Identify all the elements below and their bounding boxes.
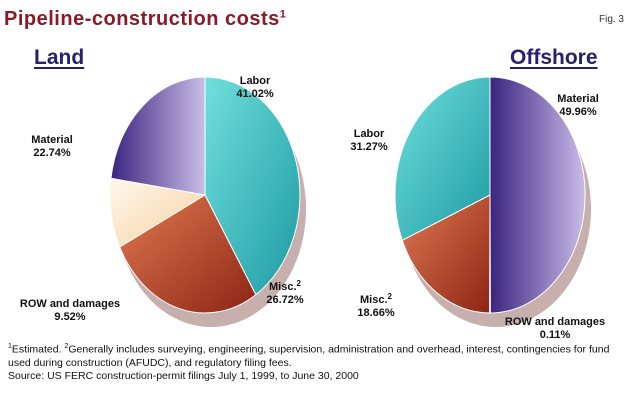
offshore-label-labor: Labor 31.27% xyxy=(350,128,388,153)
offshore-slice-material xyxy=(489,76,586,314)
land-slice-material xyxy=(110,76,206,196)
land-label-misc: Misc.2 26.72% xyxy=(266,279,304,306)
land-label-row: ROW and damages 9.52% xyxy=(20,298,120,323)
offshore-chart-title: Offshore xyxy=(510,46,598,69)
chart-title: Pipeline-construction costs1 xyxy=(4,8,287,30)
source-note: Source: US FERC construction-permit fili… xyxy=(8,369,359,382)
land-slice-labor xyxy=(204,76,301,296)
footnote-text: 1Estimated. 2Generally includes surveyin… xyxy=(8,343,610,369)
land-label-labor: Labor 41.02% xyxy=(236,75,274,100)
offshore-slice-misc xyxy=(401,194,491,314)
land-chart-title: Land xyxy=(34,46,85,69)
offshore-pie xyxy=(394,76,591,327)
land-slice-misc xyxy=(119,194,257,314)
land-label-material: Material 22.74% xyxy=(31,134,73,159)
footnotes: 1Estimated. 2Generally includes surveyin… xyxy=(8,340,628,383)
offshore-label-row: ROW and damages 0.11% xyxy=(505,316,605,340)
offshore-label-misc: Misc.2 18.66% xyxy=(357,292,395,319)
offshore-label-material: Material 49.96% xyxy=(557,93,599,118)
land-pie xyxy=(109,76,306,327)
offshore-slice-labor xyxy=(394,76,491,242)
pie-charts: Labor 41.02% Misc.2 26.72% ROW and damages… xyxy=(20,75,605,340)
figure-number: Fig. 3 xyxy=(598,14,624,25)
